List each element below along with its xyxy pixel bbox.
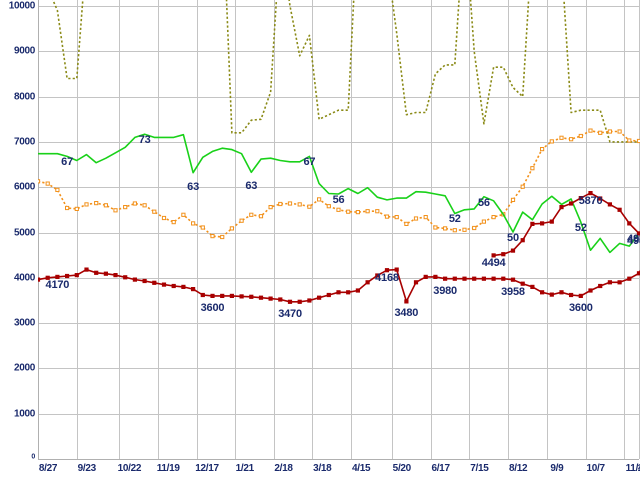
x-tick-label: 12/17 bbox=[195, 463, 219, 474]
point-value-label: 5870 bbox=[578, 195, 603, 208]
point-value-label: 73 bbox=[138, 134, 151, 147]
x-tick-label: 2/18 bbox=[274, 463, 293, 474]
x-tick-label: 11/19 bbox=[156, 463, 180, 474]
x-tick-label: 10/22 bbox=[117, 463, 142, 474]
x-tick-label: 9/23 bbox=[77, 463, 97, 474]
x-tick-label: 1/21 bbox=[235, 463, 255, 474]
y-tick-label: 9000 bbox=[13, 45, 35, 57]
y-tick-label: 4000 bbox=[13, 272, 35, 284]
point-value-label: 52 bbox=[448, 213, 461, 226]
point-value-label: 56 bbox=[332, 193, 345, 206]
y-tick-label: 8000 bbox=[13, 91, 35, 103]
point-value-label: 67 bbox=[61, 156, 73, 169]
point-value-label: 56 bbox=[477, 196, 490, 209]
x-tick-label: 9/9 bbox=[550, 463, 564, 474]
point-value-label: 3600 bbox=[568, 301, 593, 314]
y-tick-label: 6000 bbox=[13, 181, 35, 193]
point-value-label: 50 bbox=[507, 232, 519, 245]
y-tick-label: 2000 bbox=[13, 362, 35, 374]
point-value-label: 3958 bbox=[501, 285, 525, 298]
x-tick-label: 8/12 bbox=[508, 463, 528, 474]
point-value-label: 3470 bbox=[278, 307, 302, 320]
point-value-label: 63 bbox=[245, 180, 258, 193]
y-tick-label: 5000 bbox=[13, 227, 35, 238]
y-tick-label: 0 bbox=[31, 453, 35, 461]
series-olive-dotted-line bbox=[52, 0, 639, 143]
y-tick-label: 10000 bbox=[8, 0, 36, 12]
point-value-label: 52 bbox=[574, 222, 587, 235]
y-tick-label: 3000 bbox=[13, 317, 35, 329]
x-tick-label: 10/7 bbox=[586, 463, 606, 474]
x-tick-label: 8/27 bbox=[38, 463, 58, 474]
point-value-label: 67 bbox=[303, 156, 316, 169]
x-tick-label: 11/4 bbox=[625, 463, 640, 474]
point-value-label: 4170 bbox=[45, 278, 70, 291]
point-value-label: 3980 bbox=[433, 284, 457, 297]
point-value-label: 63 bbox=[187, 180, 200, 193]
point-value-label: 4168 bbox=[375, 272, 399, 285]
x-tick-label: 7/15 bbox=[470, 463, 489, 474]
point-value-label: 4980 bbox=[627, 233, 640, 246]
x-tick-label: 4/15 bbox=[351, 463, 371, 474]
point-value-label: 3480 bbox=[394, 307, 419, 320]
point-value-label: 4494 bbox=[481, 257, 506, 270]
series-dark-red-line bbox=[38, 268, 640, 303]
x-tick-label: 6/17 bbox=[431, 463, 450, 474]
point-value-label: 4980 bbox=[627, 235, 640, 248]
point-value-label: 3600 bbox=[200, 301, 225, 314]
y-tick-label: 1000 bbox=[13, 408, 35, 420]
x-tick-label: 12/11 bbox=[638, 463, 640, 474]
x-tick-label: 5/20 bbox=[392, 463, 412, 474]
y-tick-label: 7000 bbox=[13, 136, 35, 148]
series-dark-red-right-segment bbox=[493, 192, 640, 257]
x-tick-label: 3/18 bbox=[313, 463, 332, 474]
series-green-line bbox=[38, 133, 640, 254]
